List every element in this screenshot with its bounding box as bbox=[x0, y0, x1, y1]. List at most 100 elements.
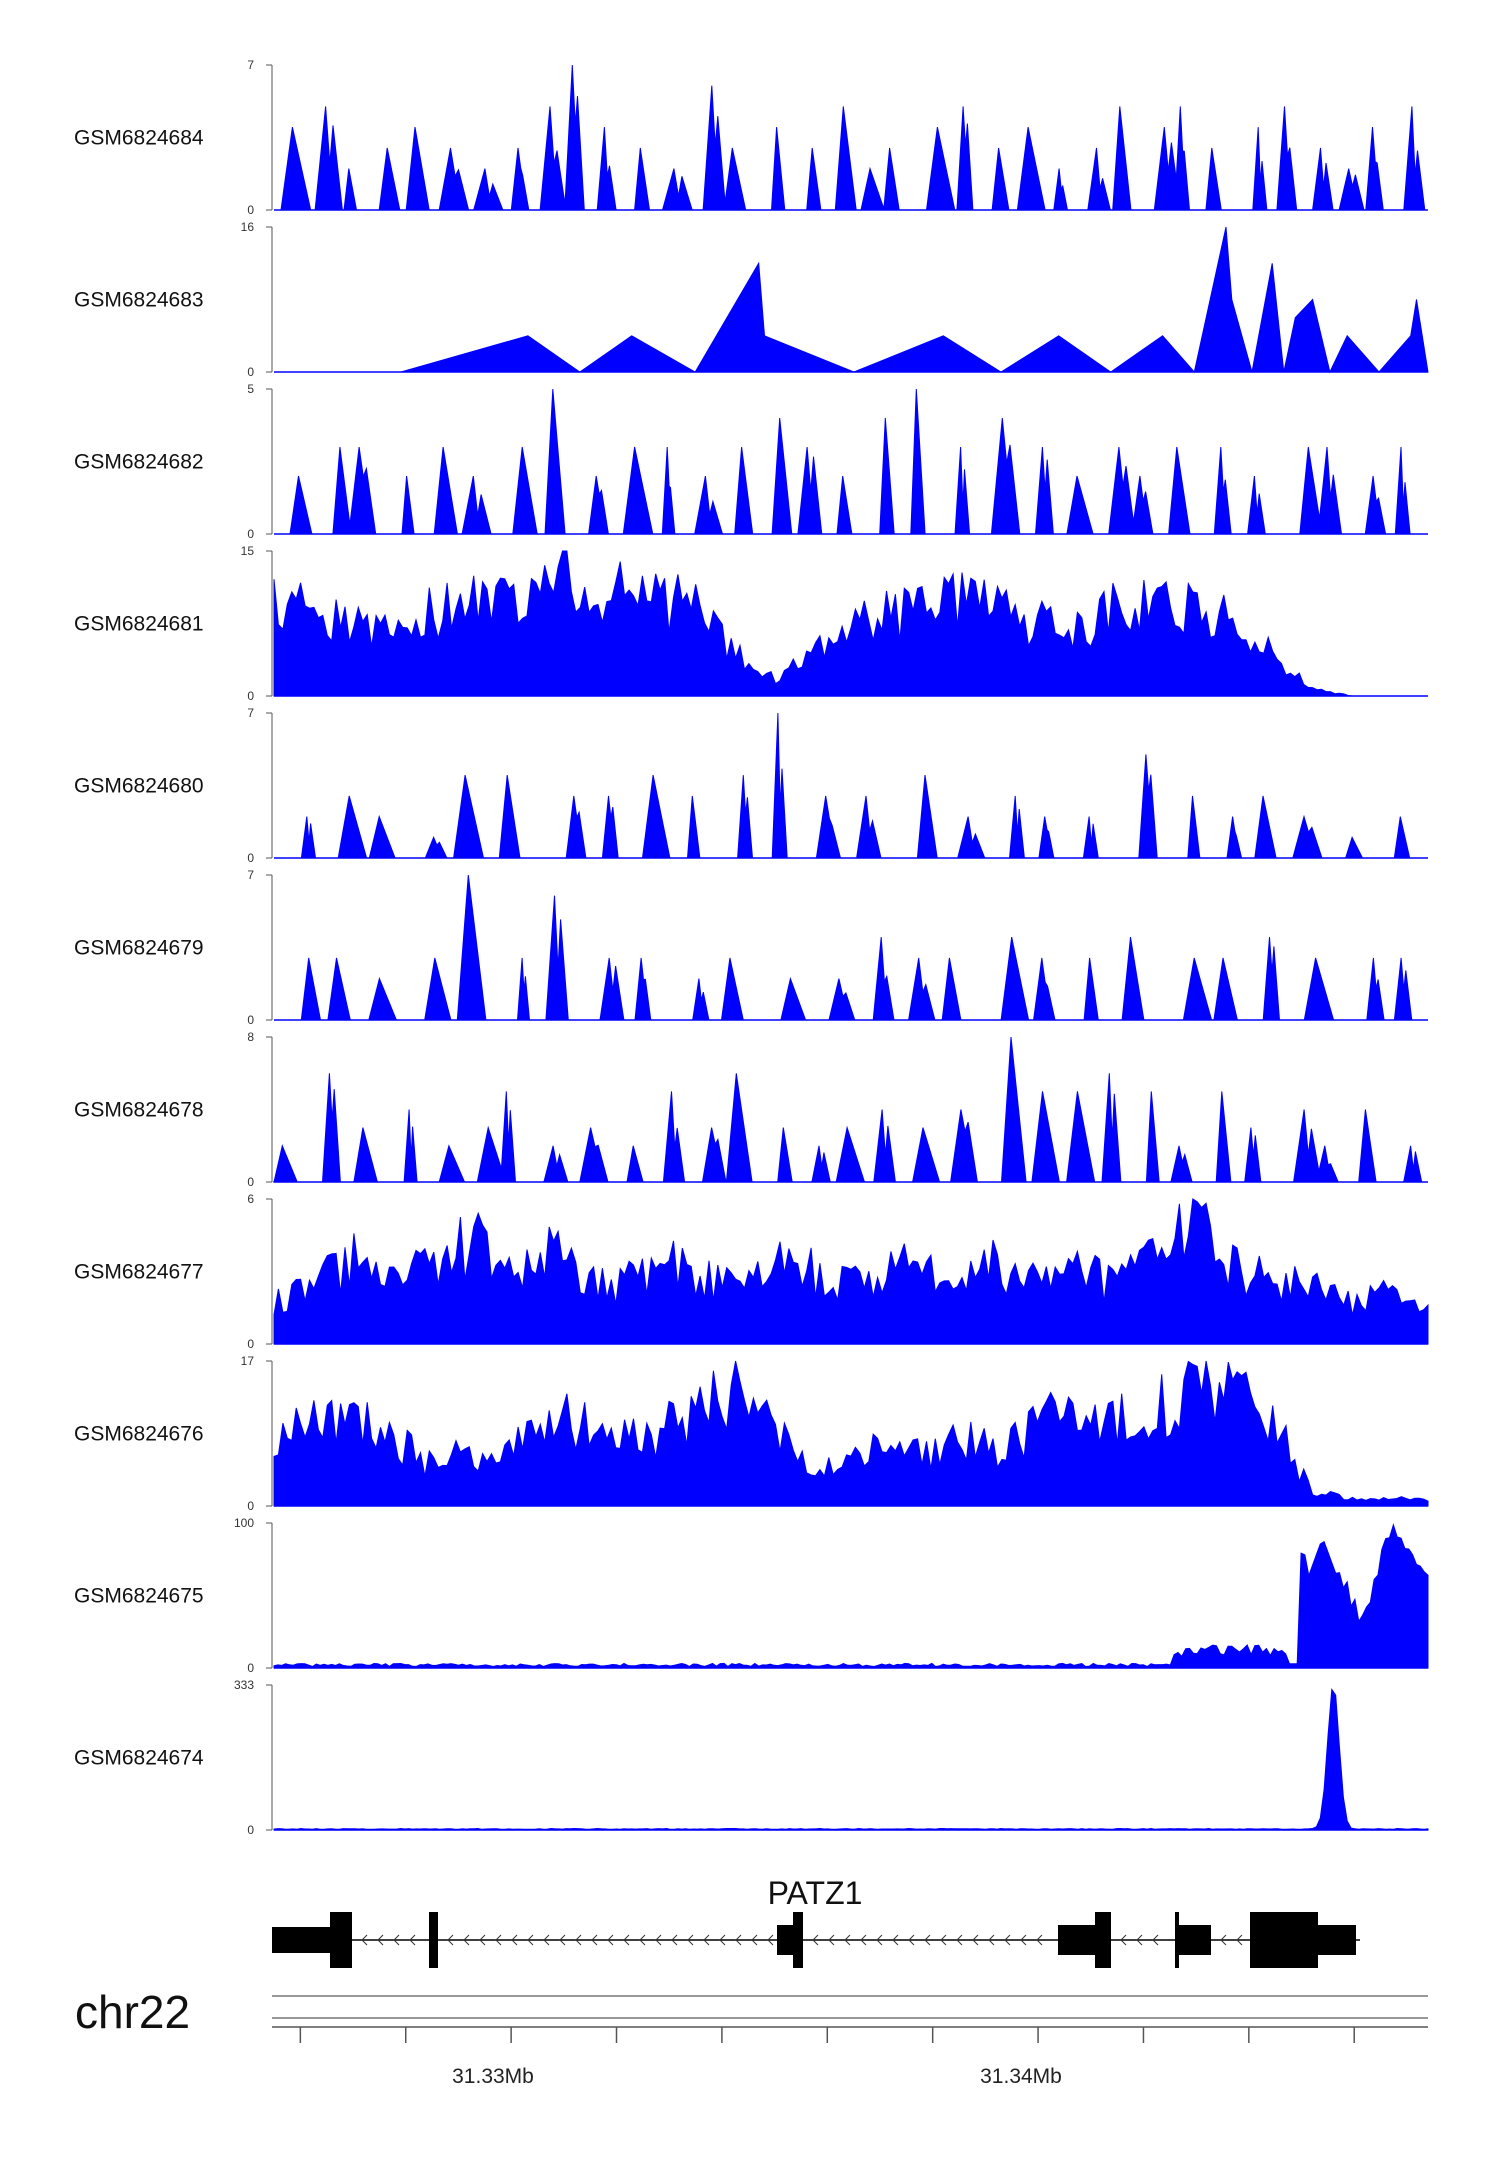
data-tracks: GSM682468470GSM6824683160GSM682468250GSM… bbox=[74, 58, 1429, 1837]
track-label: GSM6824683 bbox=[74, 289, 204, 312]
intron-arrow bbox=[1004, 1934, 1011, 1946]
intron-arrow bbox=[607, 1934, 614, 1946]
intron-arrow bbox=[972, 1934, 979, 1946]
y-min-label: 0 bbox=[247, 689, 254, 703]
axis-tick-label-0: 31.33Mb bbox=[452, 2065, 534, 2088]
track-GSM6824678: GSM6824678 8 0 bbox=[74, 1030, 1428, 1189]
intron-arrow bbox=[463, 1934, 470, 1946]
signal-area bbox=[273, 550, 1428, 697]
y-min-label: 0 bbox=[247, 527, 254, 541]
intron-arrow bbox=[1120, 1934, 1127, 1946]
y-max-label: 16 bbox=[241, 220, 255, 234]
intron-arrow bbox=[988, 1934, 995, 1946]
signal-area bbox=[273, 1523, 1429, 1669]
gene-exon bbox=[1316, 1925, 1356, 1955]
gene-exon bbox=[1250, 1912, 1318, 1968]
track-GSM6824680: GSM6824680 7 0 bbox=[74, 706, 1428, 865]
intron-arrow bbox=[924, 1934, 931, 1946]
intron-arrow bbox=[559, 1934, 566, 1946]
intron-arrow bbox=[687, 1934, 694, 1946]
signal-area bbox=[273, 1198, 1429, 1345]
intron-arrow bbox=[495, 1934, 502, 1946]
intron-arrow bbox=[1152, 1934, 1159, 1946]
track-GSM6824674: GSM6824674 333 0 bbox=[74, 1678, 1429, 1837]
y-max-label: 15 bbox=[241, 544, 255, 558]
intron-arrow bbox=[409, 1934, 416, 1946]
intron-arrow bbox=[671, 1934, 678, 1946]
y-max-label: 7 bbox=[247, 868, 254, 882]
intron-arrow bbox=[719, 1934, 726, 1946]
y-min-label: 0 bbox=[247, 1499, 254, 1513]
intron-arrow bbox=[377, 1934, 384, 1946]
intron-arrow bbox=[639, 1934, 646, 1946]
track-GSM6824684: GSM6824684 7 0 bbox=[74, 58, 1428, 217]
gene-exon bbox=[777, 1925, 795, 1955]
track-label: GSM6824675 bbox=[74, 1585, 204, 1608]
signal-area bbox=[289, 388, 1411, 535]
gene-exon bbox=[429, 1912, 438, 1968]
signal-area bbox=[300, 874, 1413, 1021]
intron-arrow bbox=[447, 1934, 454, 1946]
intron-arrow bbox=[876, 1934, 883, 1946]
intron-arrow bbox=[1020, 1934, 1027, 1946]
axis-tick-label-1: 31.34Mb bbox=[980, 2065, 1062, 2088]
intron-arrow bbox=[844, 1934, 851, 1946]
intron-direction-arrows bbox=[361, 1934, 1243, 1946]
signal-area bbox=[273, 1036, 1423, 1183]
track-GSM6824677: GSM6824677 6 0 bbox=[74, 1192, 1429, 1351]
gene-exon bbox=[793, 1912, 803, 1968]
gene-exon bbox=[1095, 1912, 1111, 1968]
gene-exon bbox=[1177, 1925, 1211, 1955]
intron-arrow bbox=[623, 1934, 630, 1946]
signal-area bbox=[400, 226, 1429, 374]
intron-arrow bbox=[1136, 1934, 1143, 1946]
intron-arrow bbox=[1236, 1934, 1243, 1946]
intron-arrow bbox=[543, 1934, 550, 1946]
y-min-label: 0 bbox=[247, 203, 254, 217]
track-label: GSM6824678 bbox=[74, 1099, 204, 1122]
gene-track: PATZ1 bbox=[272, 1875, 1360, 1968]
intron-arrow bbox=[361, 1934, 368, 1946]
y-min-label: 0 bbox=[247, 365, 254, 379]
intron-arrow bbox=[956, 1934, 963, 1946]
chromosome-label: chr22 bbox=[75, 1986, 190, 2038]
track-label: GSM6824677 bbox=[74, 1261, 204, 1284]
y-max-label: 7 bbox=[247, 706, 254, 720]
signal-area bbox=[280, 64, 1426, 211]
intron-arrow bbox=[591, 1934, 598, 1946]
gene-exon bbox=[330, 1912, 352, 1968]
y-max-label: 333 bbox=[234, 1678, 254, 1692]
track-label: GSM6824681 bbox=[74, 613, 204, 636]
intron-arrow bbox=[892, 1934, 899, 1946]
track-label: GSM6824680 bbox=[74, 775, 204, 798]
track-label: GSM6824674 bbox=[74, 1747, 204, 1770]
intron-arrow bbox=[812, 1934, 819, 1946]
signal-area bbox=[300, 712, 1411, 859]
intron-arrow bbox=[575, 1934, 582, 1946]
intron-arrow bbox=[1036, 1934, 1043, 1946]
y-max-label: 6 bbox=[247, 1192, 254, 1206]
intron-arrow bbox=[735, 1934, 742, 1946]
track-GSM6824676: GSM6824676 17 0 bbox=[74, 1354, 1429, 1513]
genome-axis: chr22 31.33Mb 31.34Mb bbox=[75, 1986, 1428, 2088]
signal-area bbox=[273, 1688, 1429, 1831]
intron-arrow bbox=[527, 1934, 534, 1946]
y-min-label: 0 bbox=[247, 1823, 254, 1837]
intron-arrow bbox=[908, 1934, 915, 1946]
track-label: GSM6824676 bbox=[74, 1423, 204, 1446]
y-min-label: 0 bbox=[247, 1013, 254, 1027]
gene-exon bbox=[272, 1927, 334, 1953]
y-max-label: 100 bbox=[234, 1516, 254, 1530]
track-GSM6824682: GSM6824682 5 0 bbox=[74, 382, 1428, 541]
intron-arrow bbox=[940, 1934, 947, 1946]
track-label: GSM6824679 bbox=[74, 937, 204, 960]
track-label: GSM6824684 bbox=[74, 127, 204, 150]
track-GSM6824679: GSM6824679 7 0 bbox=[74, 868, 1428, 1027]
y-min-label: 0 bbox=[247, 1175, 254, 1189]
intron-arrow bbox=[1220, 1934, 1227, 1946]
intron-arrow bbox=[828, 1934, 835, 1946]
intron-arrow bbox=[767, 1934, 774, 1946]
track-GSM6824681: GSM6824681 15 0 bbox=[74, 544, 1428, 703]
track-label: GSM6824682 bbox=[74, 451, 204, 474]
